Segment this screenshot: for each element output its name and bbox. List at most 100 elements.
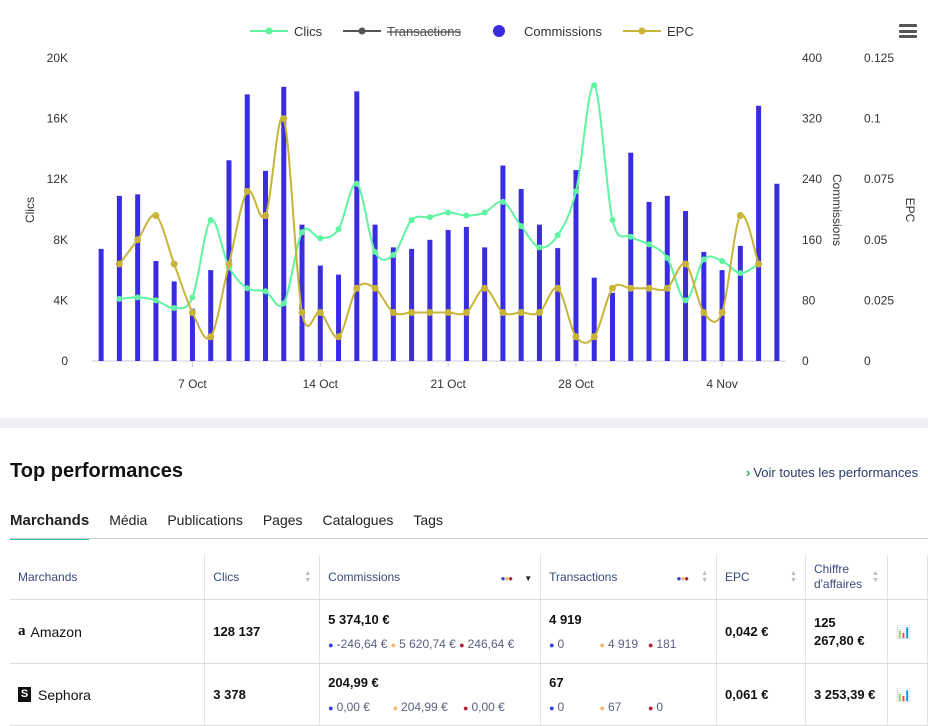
merchant-sephora[interactable]: S Sephora — [18, 687, 196, 703]
clics-point — [700, 256, 707, 263]
commission-bar — [482, 247, 488, 361]
commission-bar — [774, 183, 780, 361]
commission-bar — [98, 248, 104, 361]
epc-point — [682, 260, 690, 268]
y-epc-tick: 0.075 — [864, 172, 894, 186]
clics-point — [719, 258, 726, 265]
clics-point — [536, 244, 543, 251]
chart-svg: 0 4K 8K 12K 16K 20K 0 80 160 240 320 400 0 0.025 0.05 0… — [23, 24, 917, 391]
y-left-tick: 0 — [61, 354, 68, 368]
tab-catalogues[interactable]: Catalogues — [322, 512, 394, 528]
color-dots-icon: ●●● — [500, 574, 513, 583]
sort-icon[interactable]: ▲ ▼ — [701, 570, 709, 584]
y-right-tick: 400 — [802, 51, 822, 65]
commission-bar — [390, 247, 396, 361]
color-dots-icon: ●●● — [676, 574, 689, 583]
bar-chart-icon[interactable]: 📊 — [895, 687, 911, 702]
epc-point — [663, 284, 671, 292]
clics-point — [426, 214, 433, 221]
epc-point — [517, 309, 525, 317]
y-epc-tick: 0.125 — [864, 51, 894, 65]
epc-point — [298, 309, 306, 317]
commission-bar — [591, 277, 597, 361]
x-tick-label: 7 Oct — [178, 377, 207, 391]
clics-point — [116, 295, 123, 302]
header-commissions[interactable]: Commissions ●●● ▼ — [319, 555, 542, 600]
x-tick-label: 4 Nov — [706, 377, 737, 391]
table-row: S Sephora 3 378 204,99 € ● 0,00 € ● 204,99 €… — [10, 663, 928, 726]
legend-label: EPC — [667, 24, 694, 39]
sort-icon[interactable]: ▲ ▼ — [790, 570, 797, 584]
commission-bar — [500, 165, 506, 361]
sort-desc-icon[interactable]: ▼ — [524, 574, 533, 583]
x-tick-label: 14 Oct — [303, 377, 339, 391]
tab-publications[interactable]: Publications — [167, 512, 243, 528]
clics-point — [134, 294, 141, 301]
y-right-tick: 240 — [802, 172, 822, 186]
epc-point — [590, 333, 598, 341]
y-right-tick: 160 — [802, 233, 822, 247]
commissions-value: 5 374,10 € — [328, 612, 390, 627]
epc-point — [207, 333, 215, 341]
y-left-tick: 16K — [47, 112, 68, 126]
clics-point — [317, 235, 324, 242]
epc-point — [426, 309, 434, 317]
y-epc-tick: 0.025 — [864, 293, 894, 307]
clics-point — [171, 304, 178, 311]
y-epc-tick: 0.05 — [864, 233, 888, 247]
clics-point — [572, 188, 579, 195]
clics-point — [207, 217, 214, 224]
y-left-tick: 20K — [47, 51, 68, 65]
epc-point — [736, 212, 744, 220]
sort-icon[interactable]: ▲ ▼ — [872, 570, 879, 584]
header-clics[interactable]: Clics ▲ ▼ — [204, 555, 321, 600]
epc-point — [627, 284, 635, 292]
amazon-logo-icon: a — [18, 623, 26, 639]
epc-point — [280, 115, 288, 123]
epc-point — [152, 212, 160, 220]
tab-marchands[interactable]: Marchands — [10, 512, 90, 540]
clics-point — [408, 217, 415, 224]
commission-bar — [463, 226, 469, 361]
y-left-tick: 12K — [47, 172, 68, 186]
commission-bar — [427, 239, 433, 361]
epc-point — [554, 284, 562, 292]
legend-label: Clics — [294, 24, 323, 39]
epc-point — [371, 284, 379, 292]
legend-commissions-icon — [493, 25, 505, 37]
header-transactions[interactable]: Transactions ●●● ▲ ▼ — [540, 555, 718, 600]
header-chiffre-affaires[interactable]: Chiffre d'affaires ▲ ▼ — [805, 555, 888, 600]
commission-bar — [628, 152, 634, 361]
y-left-tick: 8K — [53, 233, 68, 247]
bar-chart-icon[interactable]: 📊 — [895, 624, 911, 639]
clics-point — [189, 294, 196, 301]
clics-point — [262, 288, 269, 295]
sort-icon[interactable]: ▲ ▼ — [304, 570, 312, 584]
transactions-value: 4 919 — [549, 612, 582, 627]
merchant-amazon[interactable]: a Amazon — [18, 623, 82, 640]
commission-bar — [536, 224, 542, 361]
see-all-link[interactable]: › Voir toutes les performances — [746, 465, 918, 480]
chart-menu-icon[interactable] — [899, 24, 917, 38]
commissions-breakdown: ● 0,00 € ● 204,99 € ● 0,00 € — [328, 700, 505, 714]
commission-bar — [737, 245, 743, 361]
table-row: a Amazon 128 137 5 374,10 € ● -246,64 € ● 5… — [10, 599, 928, 664]
epc-point — [755, 260, 763, 268]
commission-bar — [354, 91, 360, 361]
header-epc[interactable]: EPC ▲ ▼ — [716, 555, 806, 600]
epc-point — [335, 333, 343, 341]
clics-point — [280, 300, 287, 307]
commissions-breakdown: ● -246,64 € ● 5 620,74 € ● 246,64 € — [328, 637, 515, 651]
tab-pages[interactable]: Pages — [262, 512, 303, 528]
tab-media[interactable]: Média — [109, 512, 148, 528]
header-marchands: Marchands — [10, 555, 206, 600]
clics-point — [609, 217, 616, 224]
chevron-right-icon: › — [746, 465, 751, 480]
commission-bar — [409, 248, 415, 361]
commission-bar — [756, 105, 762, 361]
clics-point — [554, 232, 561, 239]
clics-point — [682, 297, 689, 304]
commission-bar — [646, 201, 652, 361]
tab-tags[interactable]: Tags — [413, 512, 443, 528]
transactions-breakdown: ● 0 ● 67 ● 0 — [549, 700, 664, 714]
